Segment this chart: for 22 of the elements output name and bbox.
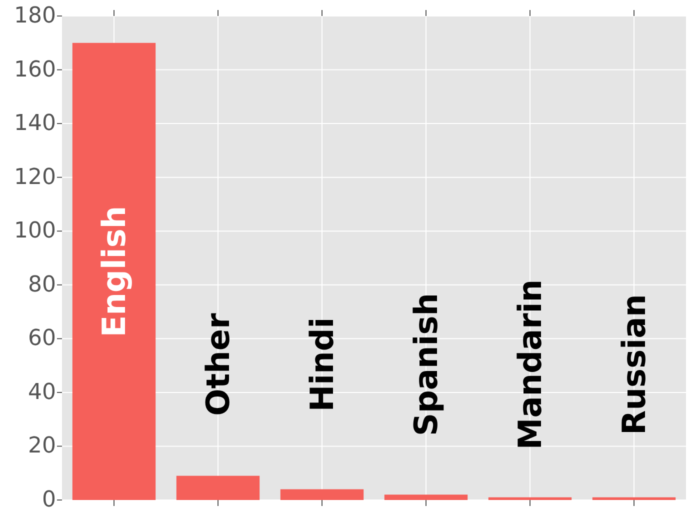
bar	[176, 476, 260, 500]
bar	[280, 489, 364, 500]
bar	[384, 494, 468, 500]
y-tick-label: 20	[28, 434, 56, 459]
x-tick-label: Hindi	[303, 317, 341, 412]
x-tick-label: Russian	[615, 294, 653, 435]
y-tick-label: 160	[14, 57, 56, 82]
y-tick-label: 80	[28, 272, 56, 298]
x-tick-label: English	[95, 206, 133, 338]
y-tick-label: 180	[14, 4, 56, 28]
bar	[488, 497, 572, 500]
y-tick-label: 120	[14, 164, 56, 190]
bar	[592, 497, 676, 500]
y-tick-label: 60	[28, 326, 56, 352]
y-tick-label: 40	[28, 380, 56, 405]
bar	[72, 42, 156, 500]
y-tick-label: 140	[14, 111, 56, 136]
y-tick-label: 100	[14, 218, 56, 244]
x-tick-label: Spanish	[407, 292, 445, 436]
x-tick-label: Mandarin	[511, 279, 549, 450]
y-tick-label: 0	[42, 488, 56, 509]
x-tick-label: Other	[199, 312, 237, 416]
